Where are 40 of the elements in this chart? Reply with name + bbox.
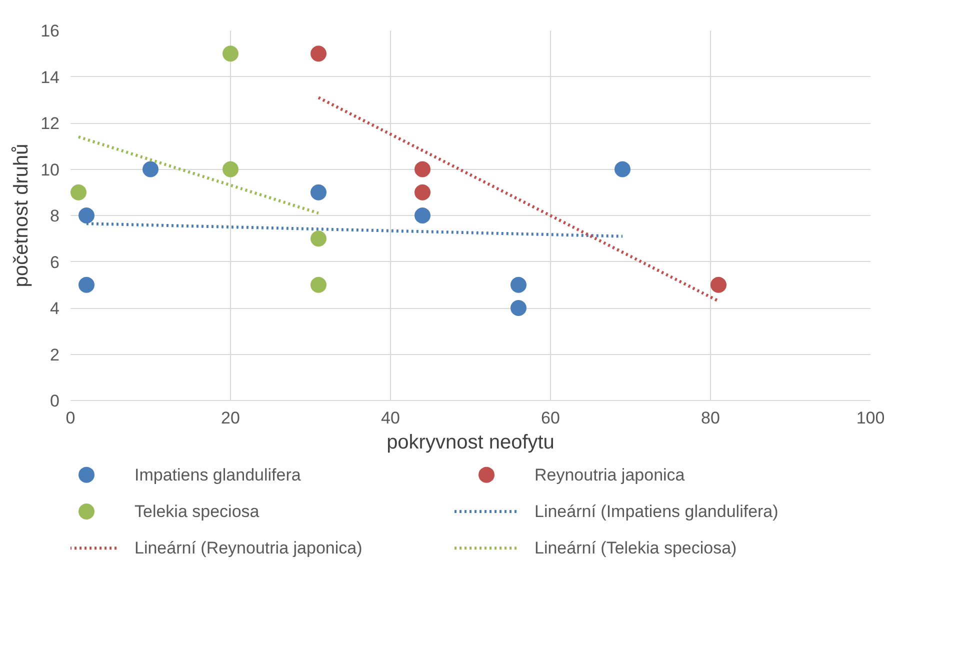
x-tick-label: 80 <box>701 408 720 428</box>
y-tick-label: 2 <box>50 345 60 364</box>
point <box>222 46 238 62</box>
legend-label: Lineární (Impatiens glandulifera) <box>534 502 778 521</box>
y-tick-label: 16 <box>40 22 60 40</box>
legend-label: Impatiens glandulifera <box>134 465 302 484</box>
y-tick-label: 0 <box>50 392 60 410</box>
point <box>222 161 238 178</box>
legend-label: Telekia speciosa <box>134 502 260 521</box>
point <box>70 184 86 200</box>
point <box>710 276 726 293</box>
x-tick-label: 0 <box>66 408 76 428</box>
y-tick-label: 14 <box>40 68 60 87</box>
point <box>310 230 326 247</box>
y-tick-label: 10 <box>40 160 60 180</box>
x-tick-label: 60 <box>541 408 560 428</box>
point <box>614 161 630 178</box>
point <box>310 184 326 200</box>
legend-label: Lineární (Reynoutria japonica) <box>134 538 362 558</box>
point <box>78 276 94 293</box>
point <box>310 276 326 293</box>
y-tick-label: 4 <box>50 299 60 318</box>
x-tick-label: 40 <box>381 408 400 428</box>
x-axis-title: pokryvnost neofytu <box>386 432 554 454</box>
point <box>510 276 526 293</box>
legend-label: Reynoutria japonica <box>534 465 686 484</box>
point <box>414 208 430 224</box>
x-tick-label: 20 <box>221 408 240 428</box>
point <box>414 161 430 178</box>
x-tick-label: 100 <box>856 408 885 428</box>
legend-label: Lineární (Telekia speciosa) <box>534 538 737 558</box>
y-tick-label: 8 <box>50 206 60 226</box>
point <box>142 161 158 178</box>
y-tick-label: 12 <box>40 114 60 133</box>
point <box>414 184 430 200</box>
y-tick-label: 6 <box>50 252 60 272</box>
point <box>510 300 526 316</box>
point <box>78 208 94 224</box>
y-axis-title: početnost druhů <box>10 144 33 288</box>
point <box>310 46 326 62</box>
